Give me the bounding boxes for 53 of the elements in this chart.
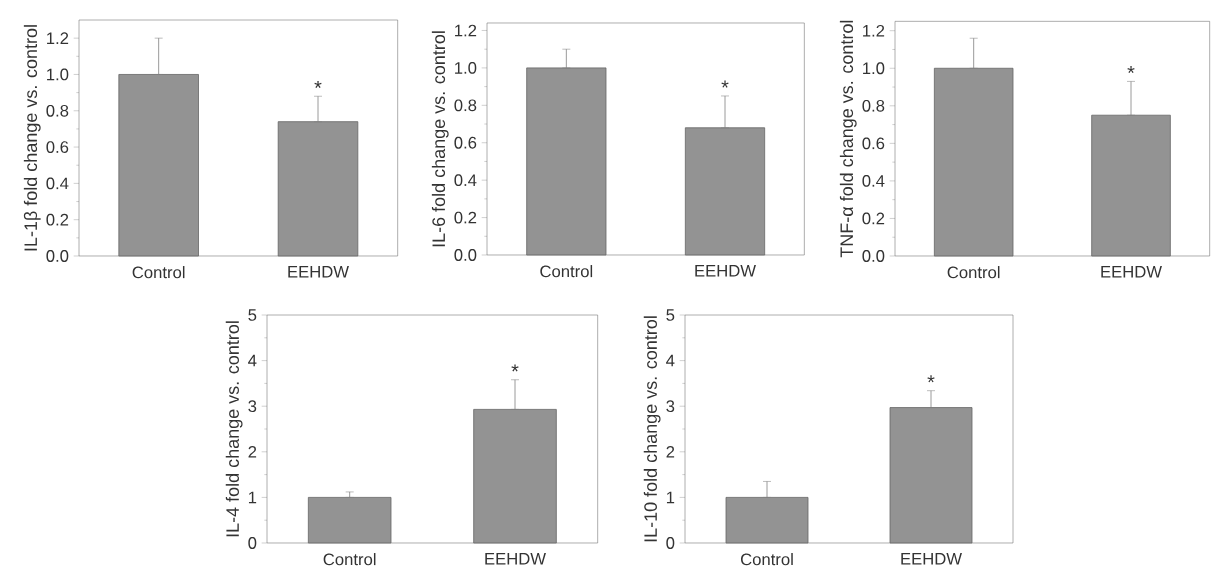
y-tick-label: 0.4 [862,175,885,187]
x-tick-label: EEHDW [288,266,349,278]
y-tick-label: 0.0 [454,249,477,261]
x-tick-label: Control [323,553,376,566]
y-axis-title: IL-4 fold change vs. control [225,321,243,537]
y-tick-label: 1.0 [47,68,69,81]
annotation: * [314,80,322,88]
y-tick-label: 0.8 [862,99,885,112]
y-tick-label: 0 [248,537,257,549]
x-tick-label: EEHDW [485,553,546,565]
x-tick-label: Control [132,266,185,279]
y-tick-label: 1.0 [863,62,885,75]
y-tick-label: 0 [666,537,675,549]
y-tick-label: 2 [666,445,675,458]
x-tick-label: EEHDW [695,265,756,277]
y-tick-label: 1.2 [47,32,69,44]
y-tick-label: 0.2 [46,213,69,226]
y-tick-label: 1 [666,491,675,504]
y-tick-label: 2 [248,445,257,458]
y-axis-title: IL-1β fold change vs. control [23,25,41,251]
y-tick-label: 5 [666,309,675,321]
y-tick-label: 0.4 [454,174,477,187]
y-tick-label: 0.8 [454,99,477,112]
annotation: * [721,80,729,88]
x-tick-label: Control [540,265,593,278]
annotation: * [511,364,519,372]
y-tick-label: 0.6 [46,141,69,153]
y-tick-label: 0.0 [46,250,69,262]
x-tick-label: EEHDW [1101,266,1162,278]
y-tick-label: 1.0 [455,62,477,74]
x-tick-label: EEHDW [901,553,962,565]
y-tick-label: 1.2 [863,24,885,37]
y-axis-title: TNF-α fold change vs. control [839,20,857,258]
x-tick-label: Control [947,266,1000,279]
y-tick-label: 0.2 [862,212,885,225]
y-tick-label: 0.6 [862,137,885,150]
y-axis-title: IL-6 fold change vs. control [431,31,449,247]
y-tick-label: 0.0 [862,250,885,262]
y-tick-label: 5 [248,309,257,321]
y-tick-label: 4 [248,354,257,367]
y-tick-label: 1.2 [455,24,477,37]
annotation: * [1127,66,1135,74]
y-tick-label: 3 [666,400,675,413]
y-axis-title: IL-10 fold change vs. control [643,316,661,542]
y-tick-label: 1 [248,491,257,504]
y-tick-label: 0.2 [454,211,477,224]
annotation: * [927,375,935,383]
x-tick-label: Control [740,553,793,566]
y-tick-label: 0.6 [454,136,477,149]
y-tick-label: 3 [248,400,257,413]
y-tick-label: 0.4 [46,177,69,190]
y-tick-label: 4 [666,354,675,367]
y-tick-label: 0.8 [46,104,69,117]
